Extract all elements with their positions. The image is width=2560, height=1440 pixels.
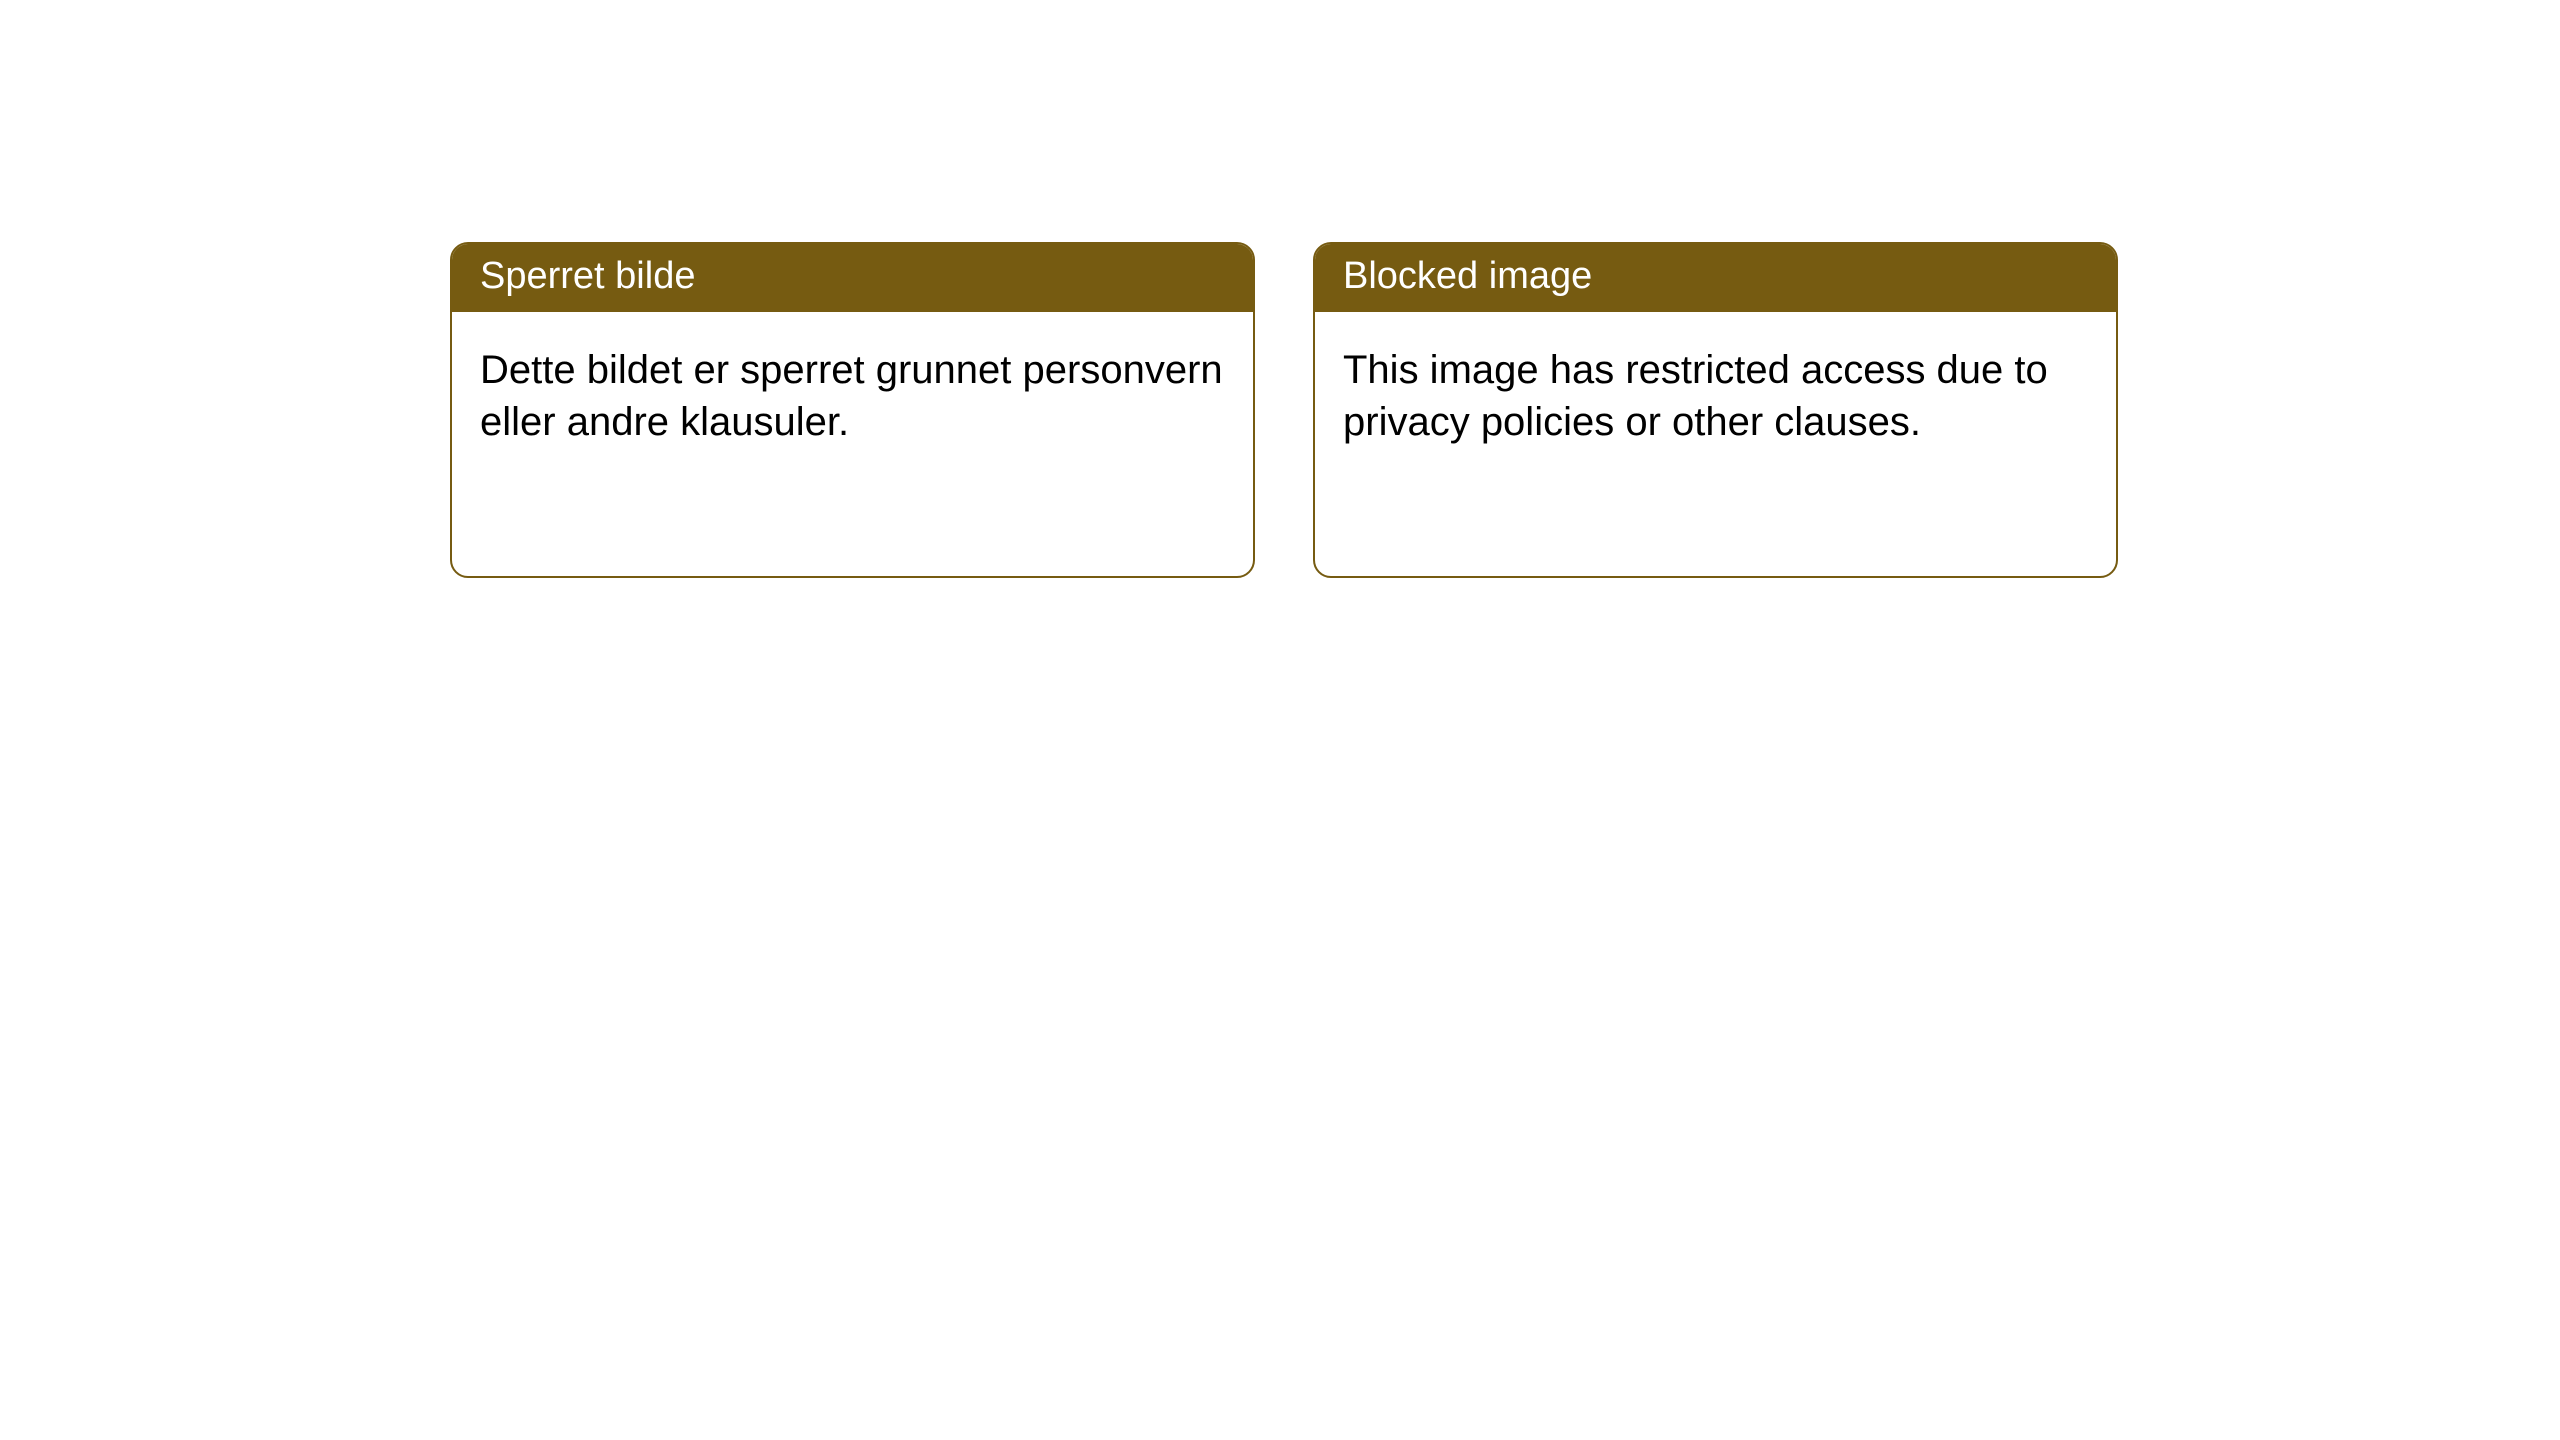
notice-header: Sperret bilde (452, 244, 1253, 312)
notice-message: Dette bildet er sperret grunnet personve… (480, 348, 1223, 444)
notice-header: Blocked image (1315, 244, 2116, 312)
notice-card-norwegian: Sperret bilde Dette bildet er sperret gr… (450, 242, 1255, 578)
notice-card-english: Blocked image This image has restricted … (1313, 242, 2118, 578)
notice-body: Dette bildet er sperret grunnet personve… (452, 312, 1253, 480)
notice-message: This image has restricted access due to … (1343, 348, 2048, 444)
notice-container: Sperret bilde Dette bildet er sperret gr… (0, 0, 2560, 578)
notice-title: Sperret bilde (480, 255, 695, 297)
notice-body: This image has restricted access due to … (1315, 312, 2116, 480)
notice-title: Blocked image (1343, 255, 1592, 297)
